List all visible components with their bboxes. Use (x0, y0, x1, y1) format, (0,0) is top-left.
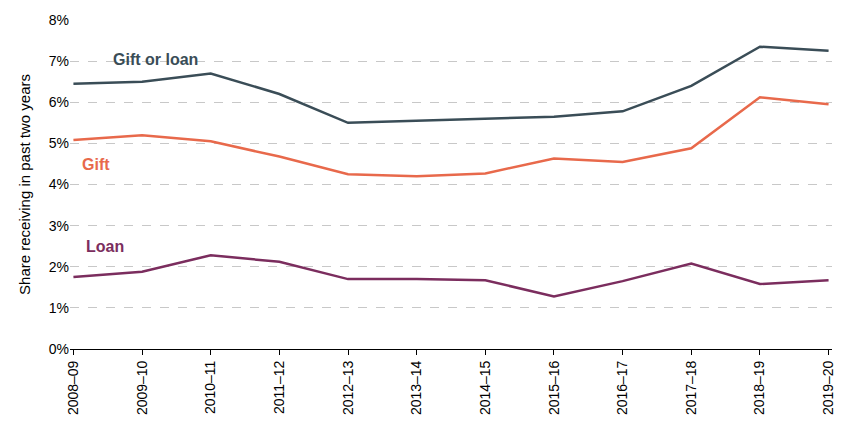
svg-text:2011–12: 2011–12 (271, 360, 287, 414)
svg-text:Gift: Gift (82, 156, 110, 173)
svg-text:5%: 5% (49, 135, 69, 151)
svg-text:Share receiving in past two ye: Share receiving in past two years (16, 74, 33, 295)
svg-text:2010–11: 2010–11 (202, 360, 218, 414)
svg-text:4%: 4% (49, 176, 69, 192)
svg-text:2012–13: 2012–13 (340, 360, 356, 415)
svg-text:3%: 3% (49, 218, 69, 234)
svg-text:7%: 7% (49, 53, 69, 69)
svg-text:2014–15: 2014–15 (477, 360, 493, 415)
svg-text:Loan: Loan (86, 238, 124, 255)
svg-text:2016–17: 2016–17 (614, 360, 630, 415)
svg-text:2017–18: 2017–18 (683, 360, 699, 415)
svg-text:0%: 0% (49, 341, 69, 357)
svg-text:2013–14: 2013–14 (408, 360, 424, 415)
svg-text:2009–10: 2009–10 (134, 360, 150, 415)
svg-text:1%: 1% (49, 300, 69, 316)
svg-text:6%: 6% (49, 94, 69, 110)
svg-text:2019–20: 2019–20 (820, 360, 836, 415)
svg-text:2015–16: 2015–16 (546, 360, 562, 415)
svg-text:2%: 2% (49, 259, 69, 275)
svg-text:2008–09: 2008–09 (65, 360, 81, 415)
svg-text:2018–19: 2018–19 (751, 360, 767, 415)
svg-text:Gift or loan: Gift or loan (113, 51, 198, 68)
svg-text:8%: 8% (49, 12, 69, 28)
